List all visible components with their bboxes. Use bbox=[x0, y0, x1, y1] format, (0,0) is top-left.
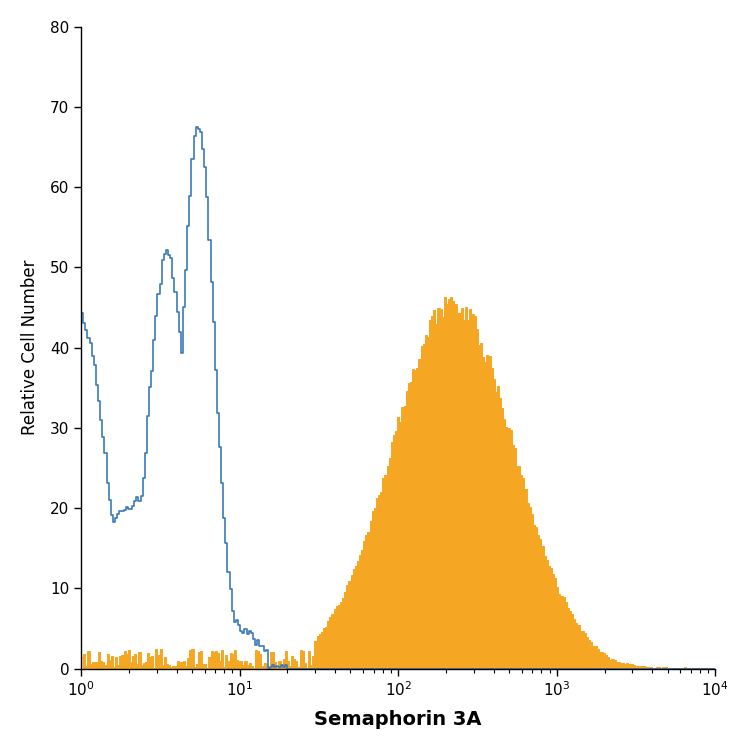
Y-axis label: Relative Cell Number: Relative Cell Number bbox=[21, 260, 39, 436]
X-axis label: Semaphorin 3A: Semaphorin 3A bbox=[314, 710, 482, 729]
